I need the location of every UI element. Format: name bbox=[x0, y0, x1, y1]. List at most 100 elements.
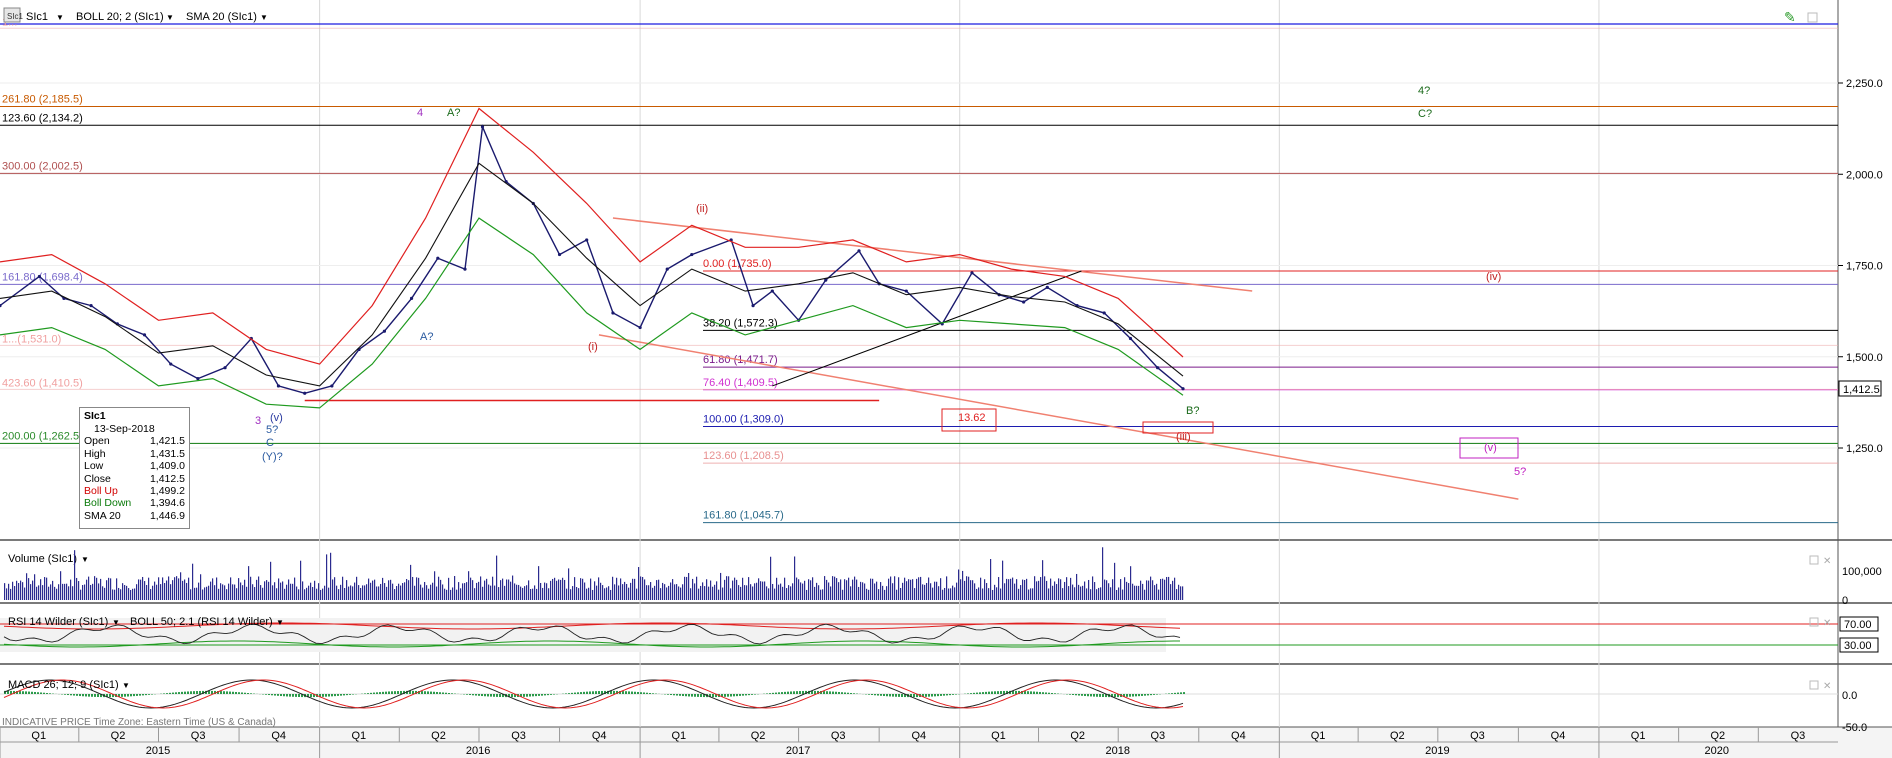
volume-bar bbox=[132, 588, 134, 600]
volume-bar bbox=[60, 571, 62, 600]
close-icon[interactable]: ✕ bbox=[1823, 681, 1831, 692]
volume-bar bbox=[724, 579, 726, 600]
volume-bar bbox=[494, 585, 496, 600]
volume-bar bbox=[280, 582, 282, 600]
macd-histogram-bar bbox=[601, 690, 603, 694]
close-icon[interactable]: ✕ bbox=[1823, 556, 1831, 567]
chevron-down-icon[interactable]: ▼ bbox=[166, 13, 174, 22]
macd-histogram-bar bbox=[496, 694, 498, 697]
volume-bar bbox=[44, 577, 46, 600]
volume-bar bbox=[512, 575, 514, 600]
volume-bar bbox=[286, 584, 288, 600]
macd-histogram-bar bbox=[445, 692, 447, 694]
macd-histogram-bar bbox=[1102, 694, 1104, 697]
volume-bar bbox=[972, 580, 974, 600]
macd-histogram-bar bbox=[388, 691, 390, 694]
quarter-label: Q3 bbox=[191, 730, 206, 742]
volume-bar bbox=[108, 577, 110, 600]
macd-histogram-bar bbox=[520, 694, 522, 697]
macd-histogram-bar bbox=[43, 692, 45, 694]
volume-bar bbox=[448, 577, 450, 600]
sma-indicator-label[interactable]: SMA 20 (SIc1) bbox=[186, 11, 257, 23]
volume-bar bbox=[256, 579, 258, 600]
volume-bar bbox=[608, 586, 610, 600]
volume-bar bbox=[422, 587, 424, 600]
volume-title[interactable]: Volume (SIc1) bbox=[8, 553, 77, 565]
volume-axis-label: 100,000 bbox=[1842, 566, 1882, 578]
volume-bar bbox=[1180, 586, 1182, 600]
volume-bar bbox=[910, 579, 912, 600]
volume-bar bbox=[954, 587, 956, 600]
instrument-icon[interactable] bbox=[3, 7, 21, 23]
volume-bar bbox=[826, 579, 828, 600]
maximize-icon[interactable] bbox=[1807, 12, 1818, 23]
quarter-label: Q4 bbox=[1551, 730, 1566, 742]
macd-histogram-bar bbox=[553, 694, 555, 695]
volume-bar bbox=[822, 589, 824, 600]
volume-bar bbox=[1008, 579, 1010, 600]
volume-bar bbox=[1156, 583, 1158, 600]
maximize-icon[interactable] bbox=[1809, 555, 1819, 565]
chevron-down-icon[interactable]: ▼ bbox=[122, 681, 130, 690]
volume-bar bbox=[480, 576, 482, 600]
chevron-down-icon[interactable]: ▼ bbox=[56, 13, 64, 22]
macd-histogram-bar bbox=[667, 694, 669, 695]
macd-histogram-bar bbox=[613, 690, 615, 694]
volume-bar bbox=[1138, 585, 1140, 600]
volume-bar bbox=[830, 586, 832, 600]
trend-tool-icon[interactable]: ✎ bbox=[1784, 9, 1796, 25]
info-row-high: High 1,431.5 bbox=[84, 447, 185, 460]
macd-histogram-bar bbox=[25, 691, 27, 694]
macd-histogram-bar bbox=[40, 692, 42, 694]
volume-bar bbox=[166, 580, 168, 600]
macd-histogram-bar bbox=[1135, 694, 1137, 697]
volume-bar bbox=[342, 576, 344, 600]
maximize-icon[interactable] bbox=[1809, 617, 1819, 627]
macd-histogram-bar bbox=[1000, 691, 1002, 694]
volume-bar bbox=[1052, 585, 1054, 600]
chevron-down-icon[interactable]: ▼ bbox=[81, 555, 89, 564]
price-axis: 2,250.0 2,000.0 1,750.0 1,500.0 1,250.0 bbox=[1838, 78, 1883, 455]
boll-indicator-label[interactable]: BOLL 20; 2 (SIc1) bbox=[76, 11, 164, 23]
volume-bar bbox=[1178, 584, 1180, 600]
volume-bar bbox=[676, 584, 678, 600]
macd-histogram-bar bbox=[1144, 694, 1146, 696]
upper-channel-line bbox=[612, 217, 1253, 292]
wave-label: (iii) bbox=[1176, 431, 1191, 443]
volume-bar bbox=[544, 582, 546, 600]
macd-histogram-bar bbox=[769, 693, 771, 694]
volume-bar bbox=[678, 586, 680, 600]
volume-bar bbox=[790, 586, 792, 600]
chevron-down-icon[interactable]: ▼ bbox=[112, 618, 120, 627]
macd-histogram-bar bbox=[22, 691, 24, 694]
volume-bar bbox=[746, 585, 748, 600]
macd-histogram-bar bbox=[712, 694, 714, 698]
volume-bar bbox=[46, 577, 48, 600]
volume-bar bbox=[690, 588, 692, 600]
macd-histogram-bar bbox=[208, 690, 210, 694]
price-point bbox=[585, 238, 589, 242]
volume-bar bbox=[380, 583, 382, 600]
macd-histogram-bar bbox=[127, 694, 129, 697]
price-point bbox=[276, 384, 281, 388]
chevron-down-icon[interactable]: ▼ bbox=[276, 618, 284, 627]
rsi-title[interactable]: RSI 14 Wilder (SIc1) bbox=[8, 616, 108, 628]
close-icon[interactable]: ✕ bbox=[1823, 618, 1831, 629]
price-point bbox=[751, 304, 755, 308]
volume-bar bbox=[812, 577, 814, 600]
macd-histogram-bar bbox=[1036, 691, 1038, 694]
macd-histogram-bar bbox=[34, 691, 36, 694]
macd-histogram-bar bbox=[319, 694, 321, 697]
volume-bar bbox=[1012, 577, 1014, 600]
volume-bar bbox=[742, 577, 744, 600]
rsi-boll-title[interactable]: BOLL 50; 2.1 (RSI 14 Wilder) bbox=[130, 616, 273, 628]
volume-bar bbox=[122, 583, 124, 600]
chevron-down-icon[interactable]: ▼ bbox=[260, 13, 268, 22]
macd-title[interactable]: MACD 26; 12; 9 (SIc1) bbox=[8, 679, 119, 691]
wave-label: C bbox=[266, 437, 274, 449]
volume-bar bbox=[146, 584, 148, 600]
macd-histogram-bar bbox=[337, 694, 339, 696]
volume-bar bbox=[520, 586, 522, 600]
maximize-icon[interactable] bbox=[1809, 680, 1819, 690]
instrument-label[interactable]: SIc1 bbox=[26, 11, 48, 23]
